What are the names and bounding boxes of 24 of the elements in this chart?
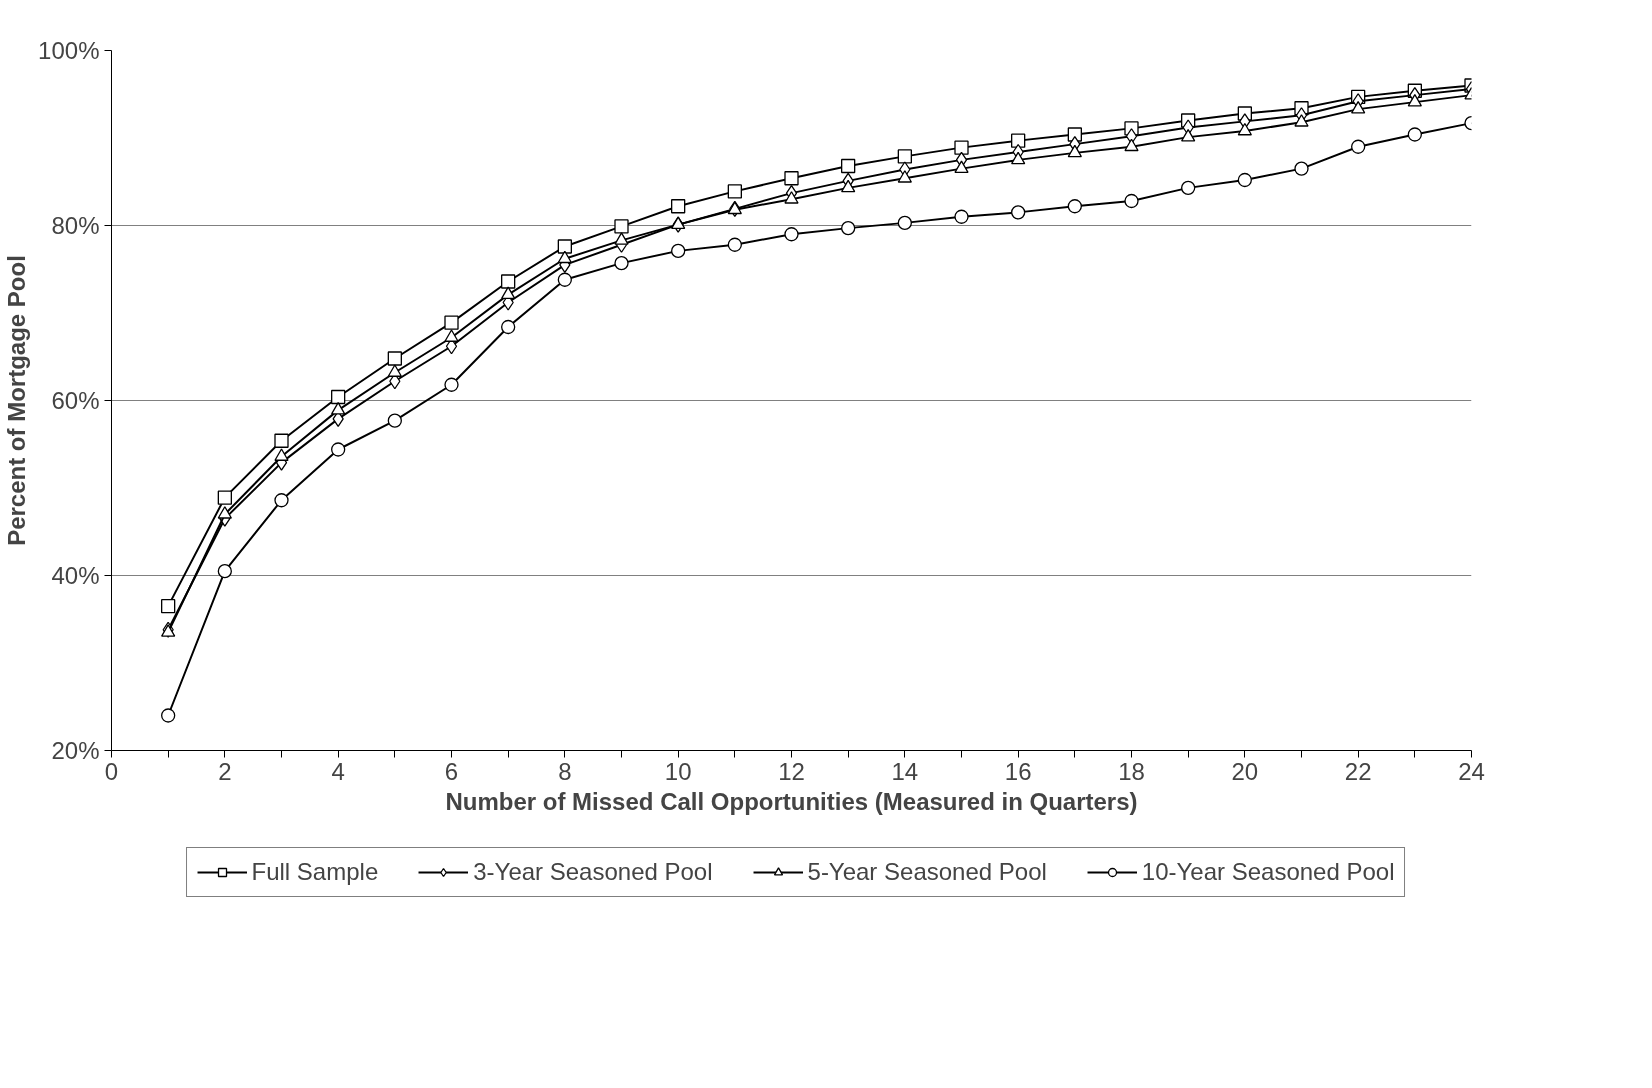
- x-tick-label: 2: [218, 757, 232, 785]
- x-tick-label: 14: [891, 757, 919, 785]
- x-tick-label: 16: [1004, 757, 1032, 785]
- x-tick-label: 20: [1231, 757, 1259, 785]
- y-tick-label: 100%: [38, 37, 100, 64]
- x-axis-title: Number of Missed Call Opportunities (Measured in Quarters): [445, 787, 1138, 815]
- x-tick-label: 6: [444, 757, 459, 785]
- x-tick-label: 10: [664, 757, 692, 785]
- y-axis-title: Percent of Mortgage Pool: [3, 255, 31, 546]
- legend-label: Full Sample: [251, 858, 379, 886]
- legend-label: 5-Year Seasoned Pool: [807, 858, 1047, 886]
- y-tick-label: 60%: [51, 387, 100, 414]
- x-tick-label: 0: [104, 757, 119, 785]
- y-tick-label: 80%: [51, 212, 100, 239]
- x-tick-label: 8: [558, 757, 572, 785]
- x-tick-label: 12: [778, 757, 805, 785]
- x-tick-label: 24: [1458, 757, 1485, 785]
- legend-label: 10-Year Seasoned Pool: [1141, 858, 1395, 886]
- x-tick-label: 4: [331, 757, 345, 785]
- y-tick-label: 20%: [51, 737, 100, 764]
- x-tick-label: 18: [1118, 757, 1145, 785]
- y-tick-label: 40%: [51, 562, 100, 589]
- x-tick-label: 22: [1344, 757, 1372, 785]
- legend-label: 3-Year Seasoned Pool: [473, 858, 713, 886]
